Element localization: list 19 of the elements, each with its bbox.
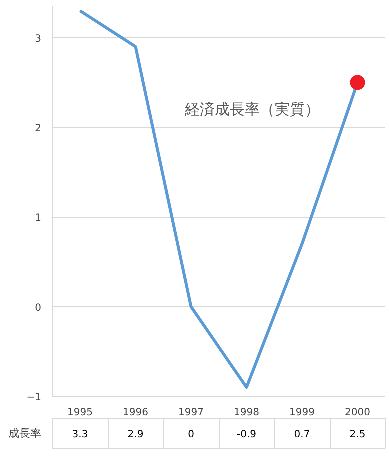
y-tick-label: −1 — [26, 392, 42, 404]
y-tick-label: 3 — [35, 34, 42, 45]
x-tick-label: 1996 — [123, 408, 148, 418]
data-label: 0 — [188, 430, 194, 440]
data-label: 3.3 — [72, 430, 88, 440]
y-tick-label: 1 — [35, 213, 42, 224]
x-tick-label: 1999 — [290, 408, 315, 418]
x-tick-label: 1997 — [178, 408, 204, 418]
data-label: -0.9 — [236, 430, 257, 440]
data-label: 0.7 — [294, 430, 310, 440]
text: 成長率 — [8, 427, 42, 440]
x-tick-label: 1998 — [234, 408, 260, 418]
data-label: 2.5 — [350, 430, 366, 440]
y-tick-label: 2 — [35, 124, 42, 135]
y-tick-label: 0 — [35, 302, 42, 314]
x-tick-label: 2000 — [345, 408, 370, 418]
data-label: 2.9 — [128, 430, 144, 440]
text: 経済成長率（実質） — [184, 100, 320, 119]
x-tick-label: 1995 — [68, 408, 93, 418]
